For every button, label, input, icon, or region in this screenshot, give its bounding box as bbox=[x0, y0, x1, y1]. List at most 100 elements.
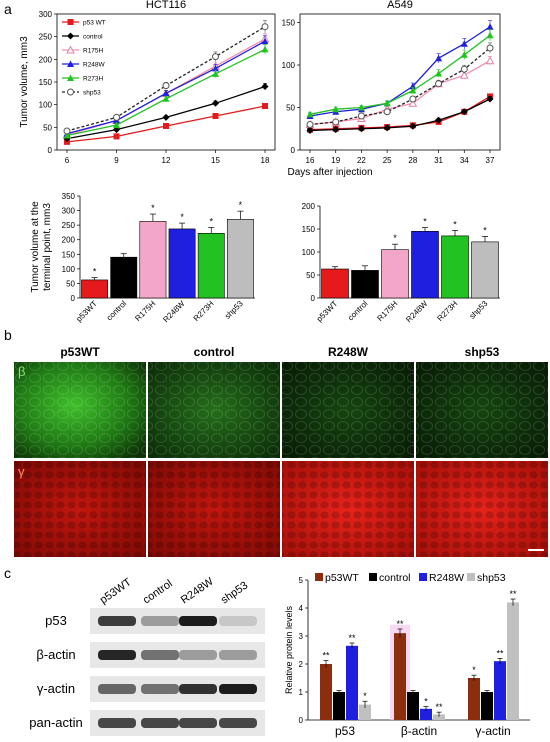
data-point-shp53 bbox=[113, 113, 120, 121]
significance-mark: * bbox=[393, 233, 397, 243]
data-point-R248W bbox=[435, 54, 443, 62]
data-point-R273H bbox=[261, 45, 269, 53]
data-point-shp53 bbox=[332, 118, 340, 126]
blot-band bbox=[219, 684, 257, 694]
bar-shp53 bbox=[471, 241, 499, 299]
legend-label-shp53: shp53 bbox=[477, 572, 506, 584]
micro-column-label: p53WT bbox=[60, 345, 100, 359]
data-point-shp53 bbox=[486, 44, 494, 52]
y-tick-label: 50 bbox=[286, 104, 295, 113]
line-chart-hct116: 0 50 100 150 200 250 300 6 9 12 15 18 HCT116 Tumor vo… bbox=[19, 0, 276, 165]
data-point-control bbox=[212, 99, 219, 107]
data-point-R273H bbox=[212, 70, 219, 77]
micro-row-label-gamma: γ bbox=[18, 464, 25, 479]
bar-R273H bbox=[197, 233, 225, 299]
x-tick-label: p53 bbox=[335, 724, 355, 738]
data-point-control bbox=[162, 113, 170, 121]
y-tick-label: 300 bbox=[39, 10, 53, 19]
bar-R175H bbox=[381, 249, 409, 299]
significance-mark: * bbox=[93, 267, 97, 277]
y-tick-label: 50 bbox=[306, 271, 315, 280]
data-point-control bbox=[409, 122, 417, 130]
data-point-shp53 bbox=[162, 82, 170, 90]
data-point-R248W bbox=[486, 23, 494, 30]
bar-chart-hct116-terminal: 0 50 100 150 200 250 300 350 * p53WT control * R175H… bbox=[30, 192, 255, 324]
data-point-R175H bbox=[485, 56, 495, 65]
blot-row-label: β-actin bbox=[36, 647, 75, 662]
y-tick-label: 100 bbox=[282, 61, 296, 70]
bar-shp53-2 bbox=[507, 602, 519, 720]
blot-band bbox=[98, 718, 136, 728]
x-tick-label: 31 bbox=[434, 156, 443, 165]
y-tick-label: 350 bbox=[62, 192, 76, 201]
significance-mark: ** bbox=[509, 589, 517, 599]
y-tick-label: 100 bbox=[62, 265, 76, 274]
line-chart-a549: 0 50 100 150 16 19 22 25 28 31 34 37 A549 bbox=[282, 0, 501, 165]
bar-chart-a549-terminal: 0 50 100 150 200 p53WT control * R175H * R248W * R27… bbox=[302, 202, 500, 324]
y-tick-label: 3 bbox=[299, 632, 304, 641]
y-tick-label: 250 bbox=[39, 33, 53, 42]
significance-mark: ** bbox=[496, 648, 504, 658]
data-point-control bbox=[261, 83, 269, 91]
legend-label-p53WT: p53WT bbox=[325, 572, 359, 584]
data-point-shp53 bbox=[409, 95, 417, 103]
micro-cell-texture bbox=[416, 461, 548, 557]
x-tick-label: R273H bbox=[435, 299, 459, 323]
x-tick-label: p53WT bbox=[315, 299, 340, 324]
scale-bar bbox=[528, 549, 544, 551]
data-point-control bbox=[332, 126, 340, 134]
significance-mark: * bbox=[363, 691, 367, 701]
micro-cell-texture bbox=[282, 461, 414, 557]
data-point-p53WT bbox=[262, 103, 268, 110]
y-tick-label: 100 bbox=[39, 101, 53, 110]
x-tick-label: R273H bbox=[192, 299, 216, 323]
blot-lane-label: p53WT bbox=[98, 576, 134, 606]
y-axis-label-line: Tumor volume at the bbox=[30, 201, 41, 293]
micro-cell-texture bbox=[14, 362, 146, 458]
y-tick-label: 5 bbox=[299, 576, 304, 585]
data-point-R273H bbox=[409, 87, 417, 94]
data-point-shp53 bbox=[306, 121, 314, 128]
legend-label-control: control bbox=[379, 572, 411, 584]
series-line-shp53 bbox=[309, 47, 491, 126]
data-point-shp53 bbox=[383, 108, 391, 116]
x-tick-label: 28 bbox=[408, 156, 417, 165]
bar-control-0 bbox=[333, 692, 345, 720]
y-tick-label: 150 bbox=[62, 250, 76, 259]
bar-R248W-2 bbox=[494, 661, 506, 720]
legend-swatch-p53WT bbox=[315, 573, 323, 581]
data-point-R273H bbox=[63, 131, 71, 139]
blot-band bbox=[141, 616, 179, 626]
y-tick-label: 100 bbox=[302, 248, 316, 257]
x-tick-label: 18 bbox=[261, 156, 270, 165]
micro-cell-texture bbox=[148, 362, 280, 458]
data-point-shp53 bbox=[435, 80, 443, 88]
blot-band bbox=[179, 718, 217, 728]
bar-shp53-1 bbox=[433, 714, 445, 720]
series-line-R248W bbox=[309, 26, 491, 117]
data-point-R273H bbox=[460, 51, 468, 58]
x-tick-label: R175H bbox=[375, 299, 399, 323]
x-tick-label: 16 bbox=[306, 156, 315, 165]
x-tick-label: control bbox=[105, 299, 129, 323]
data-point-R175H bbox=[408, 98, 418, 107]
significance-mark: ** bbox=[396, 619, 404, 629]
x-tick-label: R248W bbox=[404, 299, 430, 325]
bar-p53WT bbox=[81, 279, 109, 299]
chart-title: A549 bbox=[387, 0, 413, 11]
series-line-control bbox=[309, 98, 491, 132]
y-tick-label: 200 bbox=[62, 236, 76, 245]
micro-cell-texture bbox=[416, 362, 548, 458]
y-tick-label: 0 bbox=[291, 146, 296, 155]
data-point-R273H bbox=[67, 74, 74, 81]
data-point-control bbox=[306, 126, 314, 134]
x-tick-label: R248W bbox=[161, 299, 187, 325]
y-axis-label: Tumor volume at theterminal point, mm3 bbox=[30, 201, 53, 293]
micro-row-label-beta: β bbox=[18, 364, 25, 379]
legend-swatch-shp53 bbox=[467, 573, 475, 581]
data-point-R248W bbox=[460, 40, 468, 47]
blot-band bbox=[141, 718, 179, 728]
significance-mark: * bbox=[423, 217, 427, 227]
data-point-R273H bbox=[383, 99, 391, 107]
